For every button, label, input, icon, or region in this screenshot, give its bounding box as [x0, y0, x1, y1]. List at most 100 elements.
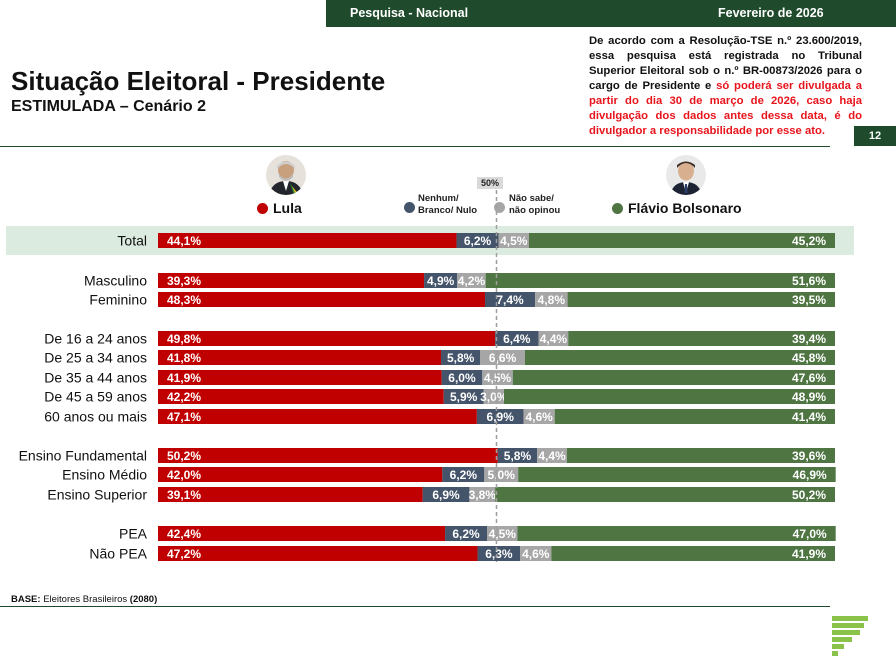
bar-flavio [567, 292, 835, 307]
bar-nao-sabe [538, 331, 569, 346]
bar-value-label-nao-sabe: 3,8% [469, 488, 497, 502]
bar-nulo [476, 409, 524, 424]
bar-nulo [495, 331, 539, 346]
bar-value-label-nao-sabe: 6,6% [489, 351, 517, 365]
bar-flavio [524, 350, 835, 365]
page-title: Situação Eleitoral - Presidente [11, 66, 386, 96]
legend-flavio-label: Flávio Bolsonaro [628, 200, 742, 216]
bar-value-label-nulo: 6,9% [487, 410, 515, 424]
bar-nao-sabe [487, 526, 518, 541]
bar-lula [158, 487, 423, 502]
legal-text-red: só poderá ser divulgada a partir do dia … [589, 80, 862, 137]
bar-lula [158, 292, 485, 307]
bar-value-label-nulo: 5,8% [504, 449, 532, 463]
bar-flavio [495, 487, 835, 502]
bar-value-label-lula: 42,2% [167, 390, 201, 404]
bar-value-label-nao-sabe: 3,0% [480, 390, 508, 404]
legal-notice: De acordo com a Resolução-TSE n.º 23.600… [589, 34, 862, 139]
base-label: BASE: [11, 594, 41, 605]
bar-value-label-nao-sabe: 4,8% [538, 293, 566, 307]
row-category-label: Masculino [84, 273, 147, 289]
bar-lula [158, 273, 425, 288]
bar-value-label-nao-sabe: 4,6% [525, 410, 553, 424]
legend-flavio: Flávio Bolsonaro [612, 200, 742, 216]
row-category-label: Ensino Fundamental [19, 448, 147, 464]
date-label: Fevereiro de 2026 [718, 6, 824, 20]
bar-nao-sabe [482, 370, 513, 385]
bar-value-label-nao-sabe: 4,5% [500, 234, 528, 248]
bar-flavio [568, 331, 835, 346]
bar-value-label-flavio: 41,4% [792, 410, 826, 424]
institute-logo [832, 616, 868, 656]
bar-lula [158, 467, 443, 482]
bar-nao-sabe [484, 467, 519, 482]
bar-nao-sabe [469, 487, 496, 502]
top-banner: Pesquisa - Nacional Fevereiro de 2026 [326, 0, 896, 27]
bar-flavio [566, 448, 835, 463]
bar-value-label-nao-sabe: 5,0% [488, 468, 516, 482]
bar-value-label-nulo: 7,4% [496, 293, 524, 307]
bar-value-label-nulo: 6,2% [464, 234, 492, 248]
bar-value-label-nulo: 6,4% [503, 332, 531, 346]
bar-nulo [424, 273, 458, 288]
bar-value-label-flavio: 46,9% [793, 468, 827, 482]
bar-value-label-lula: 48,3% [167, 293, 201, 307]
bar-value-label-lula: 39,3% [167, 274, 201, 288]
bar-lula [158, 389, 444, 404]
bar-value-label-flavio: 47,0% [793, 527, 827, 541]
bar-value-label-lula: 50,2% [167, 449, 201, 463]
row-category-label: Não PEA [89, 546, 147, 562]
bar-value-label-nulo: 6,2% [450, 468, 478, 482]
bar-nulo [497, 448, 538, 463]
bar-value-label-nulo: 4,9% [427, 274, 455, 288]
bar-lula [158, 350, 441, 365]
bar-flavio [503, 389, 835, 404]
bar-value-label-nao-sabe: 4,5% [484, 371, 512, 385]
row-category-label: De 16 a 24 anos [44, 331, 147, 347]
bar-nao-sabe [480, 350, 525, 365]
base-note: BASE: Eleitores Brasileiros (2080) [11, 594, 157, 605]
row-category-label: PEA [119, 526, 148, 542]
bar-nulo [443, 389, 484, 404]
lula-legend-dot [257, 203, 268, 214]
bar-nao-sabe [457, 273, 486, 288]
bar-value-label-flavio: 39,6% [792, 449, 826, 463]
bar-value-label-flavio: 41,9% [792, 547, 826, 561]
page-number: 12 [854, 126, 896, 146]
bar-flavio [517, 526, 836, 541]
bar-value-label-flavio: 47,6% [792, 371, 826, 385]
bar-value-label-lula: 47,2% [167, 547, 201, 561]
legend-lula-label: Lula [273, 200, 302, 216]
bar-flavio [518, 467, 836, 482]
legend-nulo: Nenhum/ Branco/ Nulo [418, 193, 477, 217]
bar-value-label-lula: 42,0% [167, 468, 201, 482]
row-category-label: De 45 a 59 anos [44, 389, 147, 405]
row-category-label: Feminino [89, 292, 147, 308]
bar-nulo [442, 467, 485, 482]
bar-nao-sabe [483, 389, 504, 404]
bar-value-label-lula: 41,8% [167, 351, 201, 365]
bar-lula [158, 370, 442, 385]
legend-nao-sabe-line1: Não sabe/ [509, 193, 554, 204]
legend-nulo-line2: Branco/ Nulo [418, 205, 478, 216]
bar-lula [158, 233, 457, 248]
bar-value-label-flavio: 45,8% [792, 351, 826, 365]
midline-label: 50% [477, 177, 504, 189]
bar-flavio [551, 546, 835, 561]
row-category-label: Total [117, 233, 147, 249]
flavio-legend-dot [612, 203, 623, 214]
bar-value-label-flavio: 45,2% [792, 234, 826, 248]
page-subtitle: ESTIMULADA – Cenário 2 [11, 98, 206, 115]
row-category-label: Ensino Médio [62, 467, 147, 483]
row-category-label: 60 anos ou mais [44, 409, 147, 425]
bar-flavio [554, 409, 835, 424]
flavio-avatar [666, 155, 706, 195]
legend-nao-sabe-line2: não opinou [509, 205, 561, 216]
bar-lula [158, 331, 496, 346]
base-count: (2080) [129, 594, 158, 605]
nao-sabe-legend-dot [494, 202, 505, 213]
bar-value-label-flavio: 39,5% [792, 293, 826, 307]
bar-lula [158, 546, 478, 561]
bar-value-label-nulo: 6,2% [452, 527, 480, 541]
